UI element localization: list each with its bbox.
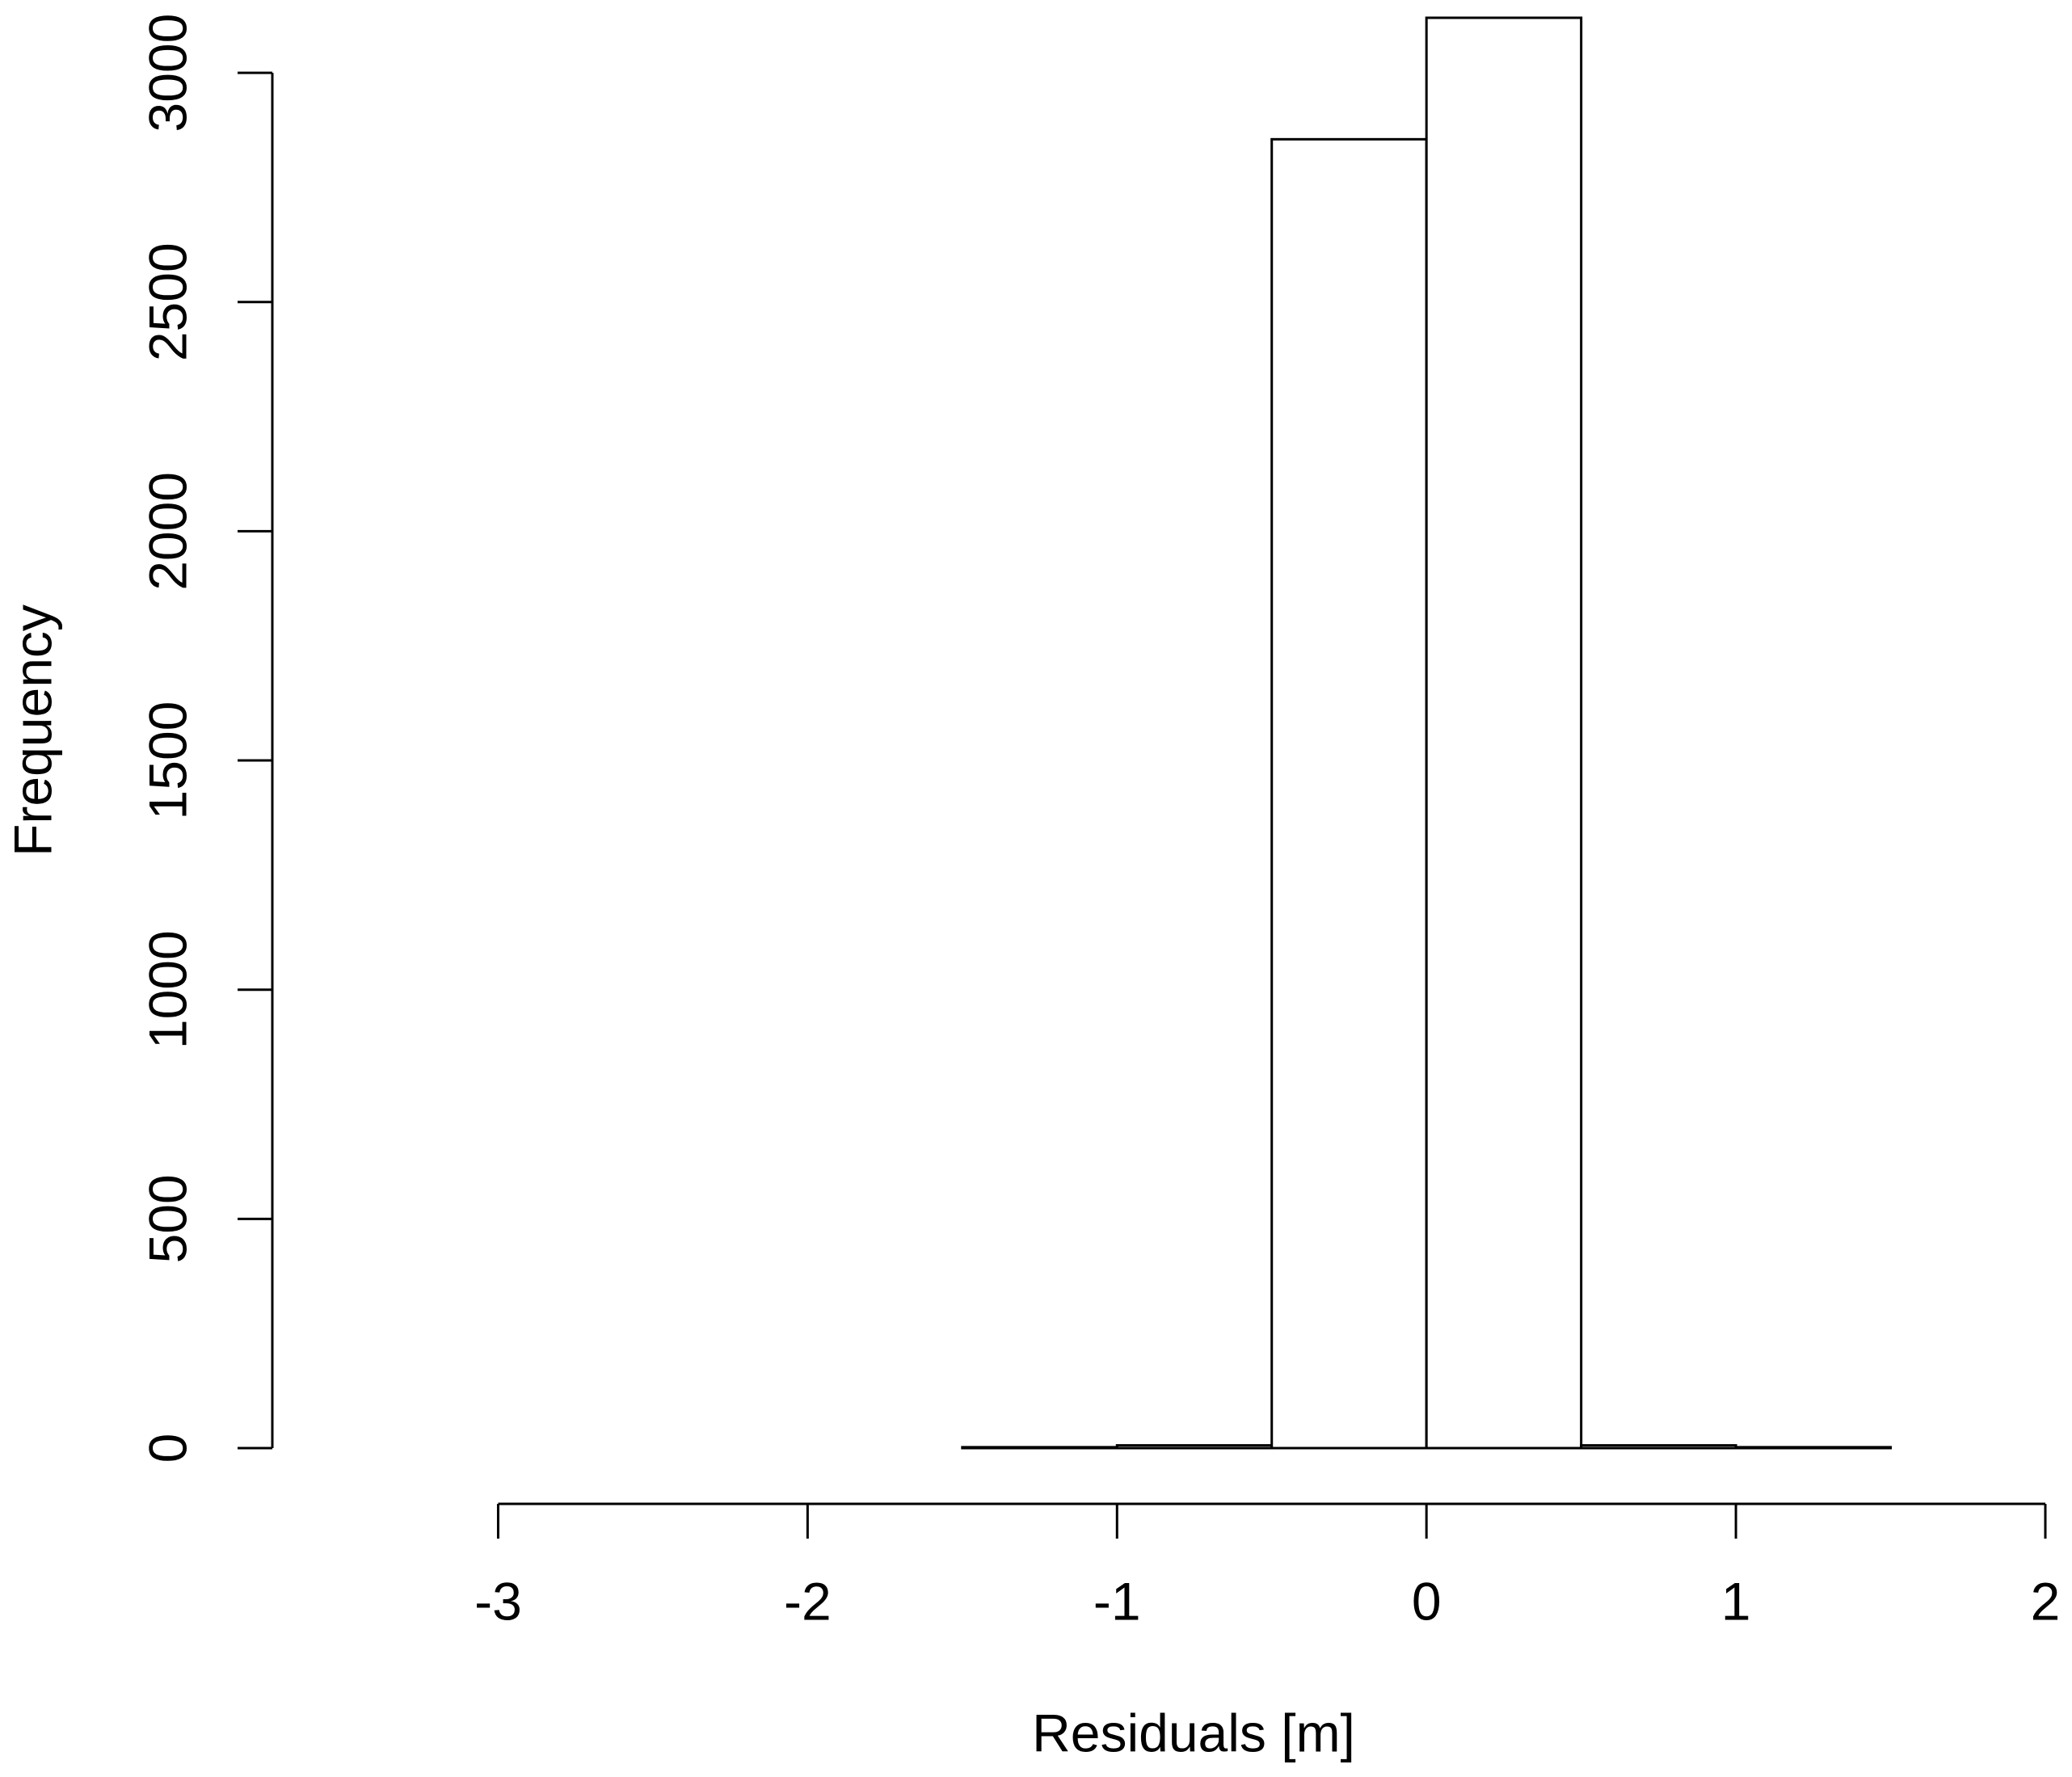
x-tick-label: 2 <box>2031 1571 2061 1631</box>
y-axis-label: Frequency <box>2 604 62 857</box>
bar <box>961 1446 1118 1450</box>
bar <box>1425 16 1583 1450</box>
x-tick-label: -2 <box>784 1571 832 1631</box>
bar <box>1115 1444 1274 1450</box>
y-tick-label: 0 <box>137 1434 197 1463</box>
bar <box>1580 1444 1737 1450</box>
x-tick-label: 1 <box>1721 1571 1751 1631</box>
x-tick-label: 0 <box>1412 1571 1442 1631</box>
x-tick-label: -1 <box>1093 1571 1141 1631</box>
bar <box>1734 1446 1893 1450</box>
y-tick-label: 1000 <box>137 930 197 1049</box>
x-axis-label: Residuals [m] <box>1032 1703 1355 1762</box>
y-tick-label: 1500 <box>137 701 197 820</box>
x-tick-label: -3 <box>474 1571 522 1631</box>
bar <box>1270 137 1428 1450</box>
y-tick-label: 3000 <box>137 14 197 133</box>
y-tick-label: 2500 <box>137 242 197 361</box>
y-tick-label: 500 <box>137 1174 197 1263</box>
y-tick-label: 2000 <box>137 472 197 591</box>
